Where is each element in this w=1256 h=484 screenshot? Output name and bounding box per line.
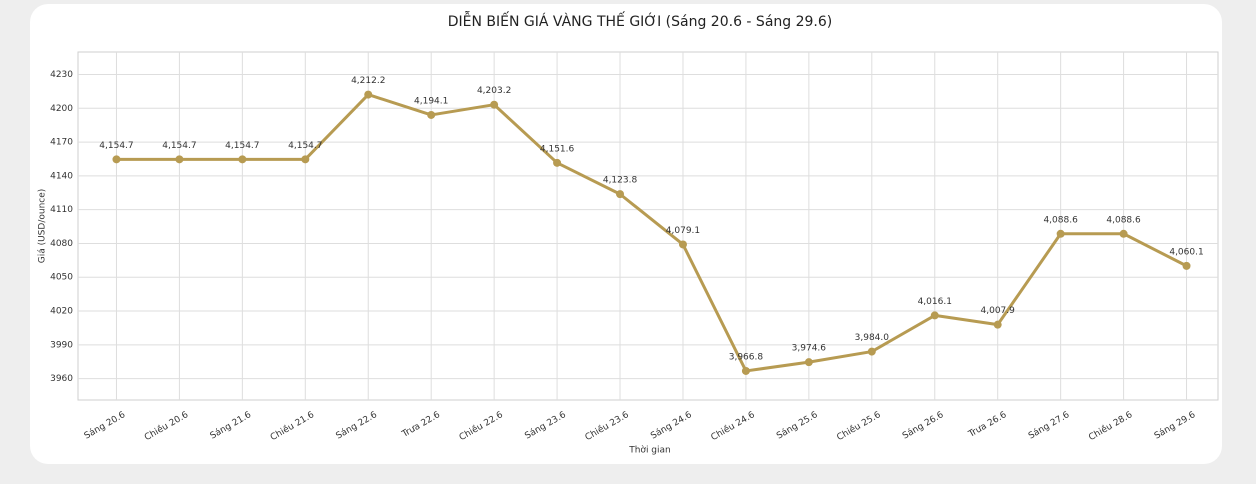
- y-axis-label: Giá (USD/ounce): [38, 189, 48, 264]
- point: [112, 155, 121, 164]
- x-tick-label: Chiều 24.6: [709, 409, 757, 443]
- x-tick-label: Chiều 23.6: [583, 409, 631, 443]
- y-tick-label: 3990: [50, 340, 73, 350]
- point: [1056, 229, 1065, 238]
- x-tick-label: Sáng 29.6: [1153, 410, 1198, 442]
- x-tick-label: Chiều 20.6: [143, 409, 191, 443]
- x-tick-label: Sáng 21.6: [209, 410, 254, 442]
- line: [116, 93, 1188, 373]
- y-tick-label: 4230: [50, 70, 73, 80]
- x-tick-label: Sáng 25.6: [775, 410, 820, 442]
- x-tick-label: Trưa 22.6: [400, 410, 442, 440]
- x-tick-label: Sáng 20.6: [83, 410, 128, 442]
- y-tick-label: 4200: [50, 104, 73, 114]
- y-tick-label: 3960: [50, 374, 73, 384]
- plot-area: [77, 51, 1219, 401]
- y-tick-label: 4050: [50, 273, 73, 283]
- value-label: 4,154.7: [225, 141, 259, 151]
- point: [301, 155, 310, 164]
- x-tick-label: Sáng 27.6: [1027, 410, 1072, 442]
- value-label: 4,088.6: [1106, 215, 1141, 225]
- value-label: 4,203.2: [477, 86, 511, 96]
- y-tick-label: 4080: [50, 239, 73, 249]
- y-tick-label: 4110: [50, 205, 73, 215]
- x-tick-label: Sáng 26.6: [901, 410, 946, 442]
- value-label: 4,123.8: [603, 176, 638, 186]
- point: [553, 158, 562, 167]
- point: [678, 240, 687, 249]
- point: [993, 320, 1002, 329]
- x-tick-label: Sáng 23.6: [523, 410, 568, 442]
- value-label: 3,974.6: [792, 344, 827, 354]
- x-tick-label: Sáng 24.6: [649, 410, 694, 442]
- value-label: 3,984.0: [855, 333, 890, 343]
- x-tick-label: Sáng 22.6: [335, 410, 380, 442]
- y-tick-label: 4170: [50, 138, 73, 148]
- x-tick-label: Chiều 28.6: [1087, 409, 1135, 443]
- value-label: 4,154.7: [99, 141, 133, 151]
- value-label: 4,060.1: [1169, 247, 1203, 257]
- x-tick-label: Chiều 22.6: [457, 409, 505, 443]
- value-label: 4,016.1: [918, 297, 952, 307]
- value-label: 4,154.7: [288, 141, 322, 151]
- x-axis-label: Thời gian: [628, 445, 671, 456]
- point: [175, 155, 184, 164]
- value-label: 4,212.2: [351, 76, 385, 86]
- y-tick-label: 4020: [50, 307, 73, 317]
- point: [804, 358, 813, 367]
- point: [930, 311, 939, 320]
- point: [238, 155, 247, 164]
- x-tick-label: Trưa 26.6: [966, 410, 1008, 440]
- point: [364, 90, 373, 99]
- x-tick-label: Chiều 25.6: [835, 409, 883, 443]
- point: [616, 190, 625, 199]
- card: [30, 4, 1222, 464]
- value-label: 4,194.1: [414, 96, 448, 106]
- value-label: 4,154.7: [162, 141, 196, 151]
- value-label: 4,088.6: [1043, 215, 1078, 225]
- value-label: 4,151.6: [540, 144, 575, 154]
- point: [490, 100, 499, 109]
- y-tick-label: 4140: [50, 171, 73, 181]
- point: [427, 110, 436, 119]
- value-label: 4,079.1: [666, 226, 700, 236]
- point: [867, 347, 876, 356]
- point: [1119, 229, 1128, 238]
- value-label: 3,966.8: [729, 352, 764, 362]
- point: [1182, 261, 1191, 270]
- value-label: 4,007.9: [981, 306, 1016, 316]
- x-tick-label: Chiều 21.6: [268, 409, 316, 443]
- point: [741, 366, 750, 375]
- chart-title: DIỄN BIẾN GIÁ VÀNG THẾ GIỚI (Sáng 20.6 -…: [448, 11, 833, 30]
